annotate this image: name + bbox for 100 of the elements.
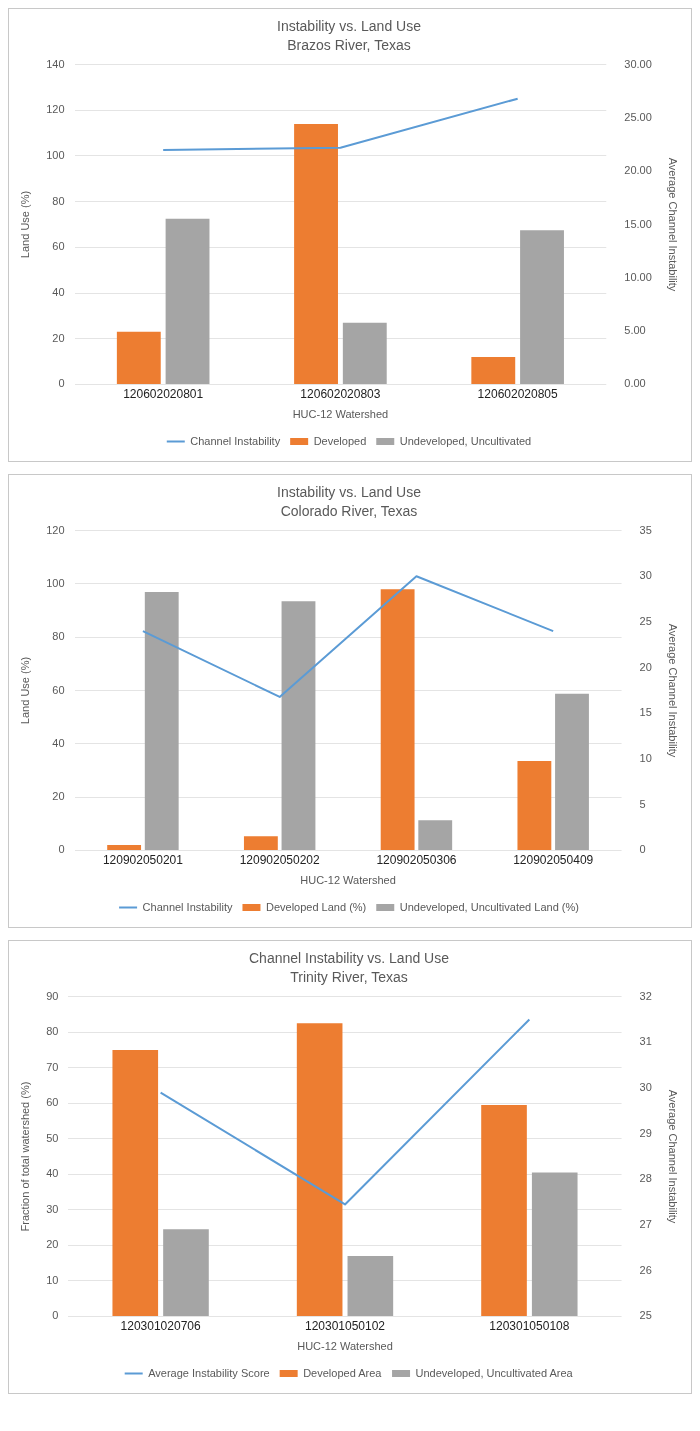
y2-tick-label: 15 <box>639 706 652 719</box>
x-axis-title: HUC-12 Watershed <box>300 874 396 887</box>
y-tick-label: 40 <box>52 286 65 299</box>
legend-label: Undeveloped, Uncultivated Land (%) <box>399 900 579 913</box>
x-axis-title: HUC-12 Watershed <box>297 1340 393 1353</box>
x-tick-label: 120902050306 <box>376 852 457 867</box>
y2-tick-label: 30 <box>639 569 652 582</box>
y-tick-label: 140 <box>46 57 65 70</box>
y2-tick-label: 5 <box>639 797 646 810</box>
y-tick-label: 80 <box>46 1025 59 1038</box>
x-tick-label: 120902050201 <box>102 852 184 867</box>
y2-tick-label: 10.00 <box>624 270 652 283</box>
y-tick-label: 0 <box>52 1309 59 1322</box>
legend-label: Developed <box>313 434 367 447</box>
x-tick-label: 120902050409 <box>513 852 594 867</box>
y2-tick-label: 25 <box>639 1309 652 1322</box>
y-tick-label: 40 <box>46 1167 59 1180</box>
legend-label: Undeveloped, Uncultivated <box>399 434 532 447</box>
bar <box>347 1255 394 1316</box>
legend-label: Average Instability Score <box>148 1366 270 1379</box>
y-tick-label: 20 <box>52 790 65 803</box>
y2-tick-label: 0.00 <box>624 377 646 390</box>
y-tick-label: 80 <box>52 630 65 643</box>
y-tick-label: 120 <box>46 523 65 536</box>
bar <box>243 836 278 850</box>
y2-tick-label: 5.00 <box>624 324 646 337</box>
bar <box>520 230 564 384</box>
y2-axis-title: Average Channel Instability <box>667 1089 680 1224</box>
y2-tick-label: 27 <box>639 1218 652 1231</box>
y2-tick-label: 25 <box>639 615 652 627</box>
y-tick-label: 100 <box>46 149 65 161</box>
legend-label: Channel Instability <box>142 900 233 913</box>
y-tick-label: 70 <box>46 1060 59 1073</box>
y2-tick-label: 30.00 <box>624 57 652 70</box>
legend-label: Developed Area <box>303 1366 383 1379</box>
y2-axis-title: Average Channel Instability <box>667 623 680 758</box>
x-axis-title: HUC-12 Watershed <box>292 408 389 421</box>
y2-tick-label: 10 <box>639 752 652 765</box>
y2-tick-label: 30 <box>639 1081 652 1093</box>
y-tick-label: 20 <box>52 331 65 344</box>
bar <box>163 1229 209 1316</box>
y2-tick-label: 20 <box>639 660 652 673</box>
y2-tick-label: 0 <box>639 843 646 856</box>
y2-tick-label: 28 <box>639 1172 652 1185</box>
legend-label: Undeveloped, Uncultivated Area <box>415 1366 574 1379</box>
x-tick-label: 120602020801 <box>123 386 204 401</box>
y2-axis-title: Average Channel Instability <box>667 157 680 292</box>
bar <box>380 589 415 850</box>
chart-title: Instability vs. Land Use <box>277 484 422 501</box>
y-tick-label: 40 <box>52 736 65 749</box>
x-tick-label: 120602020803 <box>300 386 381 401</box>
y-tick-label: 60 <box>52 240 65 253</box>
y-tick-label: 120 <box>46 103 65 116</box>
y-axis-title: Land Use (%) <box>18 656 31 725</box>
y-axis-title: Fraction of total watershed (%) <box>18 1081 31 1232</box>
y2-tick-label: 15.00 <box>624 217 652 230</box>
y-tick-label: 10 <box>46 1273 59 1286</box>
y2-tick-label: 26 <box>639 1263 652 1276</box>
bar <box>294 123 338 384</box>
legend-label: Developed Land (%) <box>265 900 367 913</box>
bar <box>296 1023 343 1316</box>
y-tick-label: 80 <box>52 194 65 207</box>
chart-subtitle: Trinity River, Texas <box>290 969 408 986</box>
y2-tick-label: 35 <box>639 523 652 536</box>
y2-tick-label: 31 <box>639 1035 652 1048</box>
bar <box>342 322 387 384</box>
bar <box>144 591 179 850</box>
y2-tick-label: 20.00 <box>624 164 652 177</box>
bar <box>112 1049 159 1316</box>
bar <box>531 1172 578 1316</box>
bar <box>107 845 142 850</box>
bar <box>418 820 453 850</box>
x-tick-label: 120301020706 <box>120 1318 201 1333</box>
bar <box>481 1104 527 1316</box>
y-tick-label: 60 <box>46 1096 59 1109</box>
chart-subtitle: Colorado River, Texas <box>280 503 418 520</box>
x-tick-label: 120301050102 <box>304 1318 386 1333</box>
bar <box>555 693 589 850</box>
bar <box>165 218 210 384</box>
chart-subtitle: Brazos River, Texas <box>287 37 411 54</box>
y-tick-label: 90 <box>46 989 59 1002</box>
y-tick-label: 30 <box>46 1202 59 1215</box>
bar <box>281 601 316 850</box>
x-tick-label: 120902050202 <box>239 852 321 867</box>
bar <box>116 331 161 384</box>
y-tick-label: 20 <box>46 1238 59 1251</box>
legend-label: Channel Instability <box>190 434 281 447</box>
chart-title: Instability vs. Land Use <box>277 18 422 35</box>
y-tick-label: 50 <box>46 1131 59 1144</box>
y-tick-label: 100 <box>46 576 65 589</box>
bar <box>517 761 552 850</box>
bar <box>471 356 516 384</box>
y-tick-label: 60 <box>52 683 65 696</box>
y-tick-label: 0 <box>58 377 65 390</box>
y2-tick-label: 29 <box>639 1126 652 1139</box>
y2-tick-label: 25.00 <box>624 110 652 123</box>
x-tick-label: 120602020805 <box>477 386 559 401</box>
x-tick-label: 120301050108 <box>489 1318 570 1333</box>
y2-tick-label: 32 <box>639 989 652 1002</box>
y-axis-title: Land Use (%) <box>18 190 31 259</box>
